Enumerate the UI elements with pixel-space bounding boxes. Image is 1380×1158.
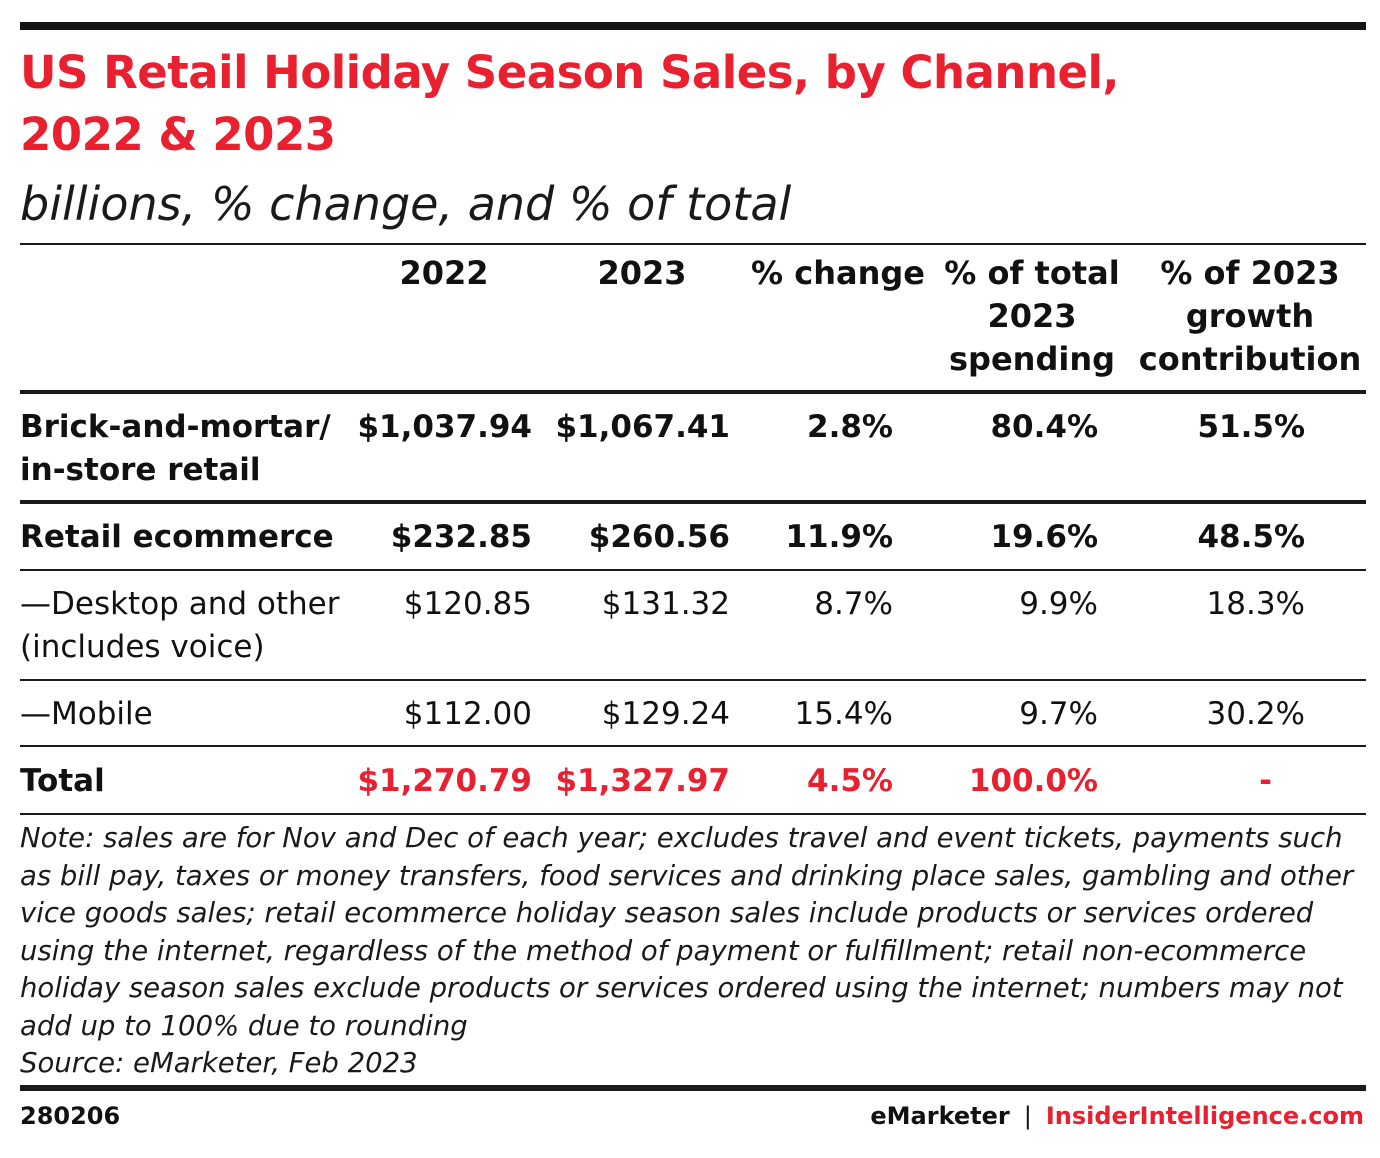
column-header-line: 2023 bbox=[987, 297, 1077, 335]
row-label-line: Total bbox=[20, 763, 105, 799]
table-cell: 51.5% bbox=[1197, 409, 1305, 445]
brand-footer: eMarketer | InsiderIntelligence.com bbox=[870, 1098, 1364, 1134]
row-rule bbox=[20, 745, 1366, 747]
row-rule bbox=[20, 679, 1366, 681]
table-cell: $260.56 bbox=[588, 519, 730, 555]
header-top-rule bbox=[20, 243, 1366, 245]
row-label-line: —Mobile bbox=[20, 696, 153, 732]
table-cell: $1,270.79 bbox=[357, 763, 532, 799]
column-header-4: % of total 2023 spending bbox=[932, 252, 1132, 381]
table-cell: 4.5% bbox=[807, 763, 893, 799]
brand-site: InsiderIntelligence.com bbox=[1045, 1102, 1364, 1130]
column-header-line: 2023 bbox=[597, 254, 687, 292]
footnote: Note: sales are for Nov and Dec of each … bbox=[20, 822, 1354, 1042]
table-cell: $129.24 bbox=[601, 696, 730, 732]
row-label: Total bbox=[20, 760, 105, 803]
column-header-line: % of 2023 bbox=[1160, 254, 1340, 292]
header-bottom-rule bbox=[20, 390, 1366, 394]
title-line-1: US Retail Holiday Season Sales, by Chann… bbox=[20, 46, 1120, 99]
table-cell: 2.8% bbox=[807, 409, 893, 445]
column-header-line: growth bbox=[1185, 297, 1315, 335]
table-cell: 80.4% bbox=[990, 409, 1098, 445]
column-header-line: 2022 bbox=[399, 254, 489, 292]
table-cell: 9.7% bbox=[1019, 696, 1098, 732]
table-cell: 30.2% bbox=[1206, 696, 1305, 732]
table-cell: $120.85 bbox=[403, 586, 532, 622]
row-label: —Mobile bbox=[20, 693, 153, 736]
column-header-line: % change bbox=[751, 254, 925, 292]
brand-name: eMarketer bbox=[870, 1102, 1010, 1130]
table-cell: 18.3% bbox=[1206, 586, 1305, 622]
bottom-rule bbox=[20, 1085, 1366, 1091]
top-bar bbox=[20, 22, 1366, 30]
column-header-1: 2022 bbox=[354, 252, 534, 295]
table-cell: 8.7% bbox=[814, 586, 893, 622]
table-cell: 19.6% bbox=[990, 519, 1098, 555]
source-line: Source: eMarketer, Feb 2023 bbox=[20, 1047, 418, 1079]
table-cell: 100.0% bbox=[968, 763, 1098, 799]
table-cell: $1,327.97 bbox=[555, 763, 730, 799]
table-cell: $1,037.94 bbox=[357, 409, 532, 445]
row-label-line: Brick-and-mortar/ bbox=[20, 409, 331, 445]
table-cell: 15.4% bbox=[794, 696, 893, 732]
table-cell: $1,067.41 bbox=[555, 409, 730, 445]
column-header-line: % of total bbox=[944, 254, 1120, 292]
row-label-line: in-store retail bbox=[20, 452, 261, 488]
chart-title: US Retail Holiday Season Sales, by Chann… bbox=[20, 42, 1320, 166]
row-label: —Desktop and other (includes voice) bbox=[20, 583, 339, 669]
row-rule bbox=[20, 569, 1366, 571]
row-rule bbox=[20, 813, 1366, 815]
column-header-line: contribution bbox=[1138, 340, 1362, 378]
title-line-2: 2022 & 2023 bbox=[20, 108, 336, 161]
row-label: Retail ecommerce bbox=[20, 516, 334, 559]
table-cell: $131.32 bbox=[601, 586, 730, 622]
table-cell: - bbox=[1259, 763, 1272, 799]
row-label-line: (includes voice) bbox=[20, 629, 265, 665]
table-cell: $112.00 bbox=[403, 696, 532, 732]
row-label-line: Retail ecommerce bbox=[20, 519, 334, 555]
row-label-line: —Desktop and other bbox=[20, 586, 340, 622]
row-rule bbox=[20, 500, 1366, 504]
column-header-3: % change bbox=[743, 252, 933, 295]
table-cell: 9.9% bbox=[1019, 586, 1098, 622]
column-header-5: % of 2023 growth contribution bbox=[1135, 252, 1365, 381]
column-header-2: 2023 bbox=[552, 252, 732, 295]
chart-id: 280206 bbox=[20, 1102, 121, 1130]
chart-subtitle: billions, % change, and % of total bbox=[20, 177, 792, 231]
brand-separator: | bbox=[1023, 1102, 1032, 1130]
row-label: Brick-and-mortar/in-store retail bbox=[20, 406, 331, 492]
column-header-line: spending bbox=[949, 340, 1115, 378]
table-cell: 11.9% bbox=[785, 519, 893, 555]
table-cell: $232.85 bbox=[390, 519, 532, 555]
table-cell: 48.5% bbox=[1197, 519, 1305, 555]
